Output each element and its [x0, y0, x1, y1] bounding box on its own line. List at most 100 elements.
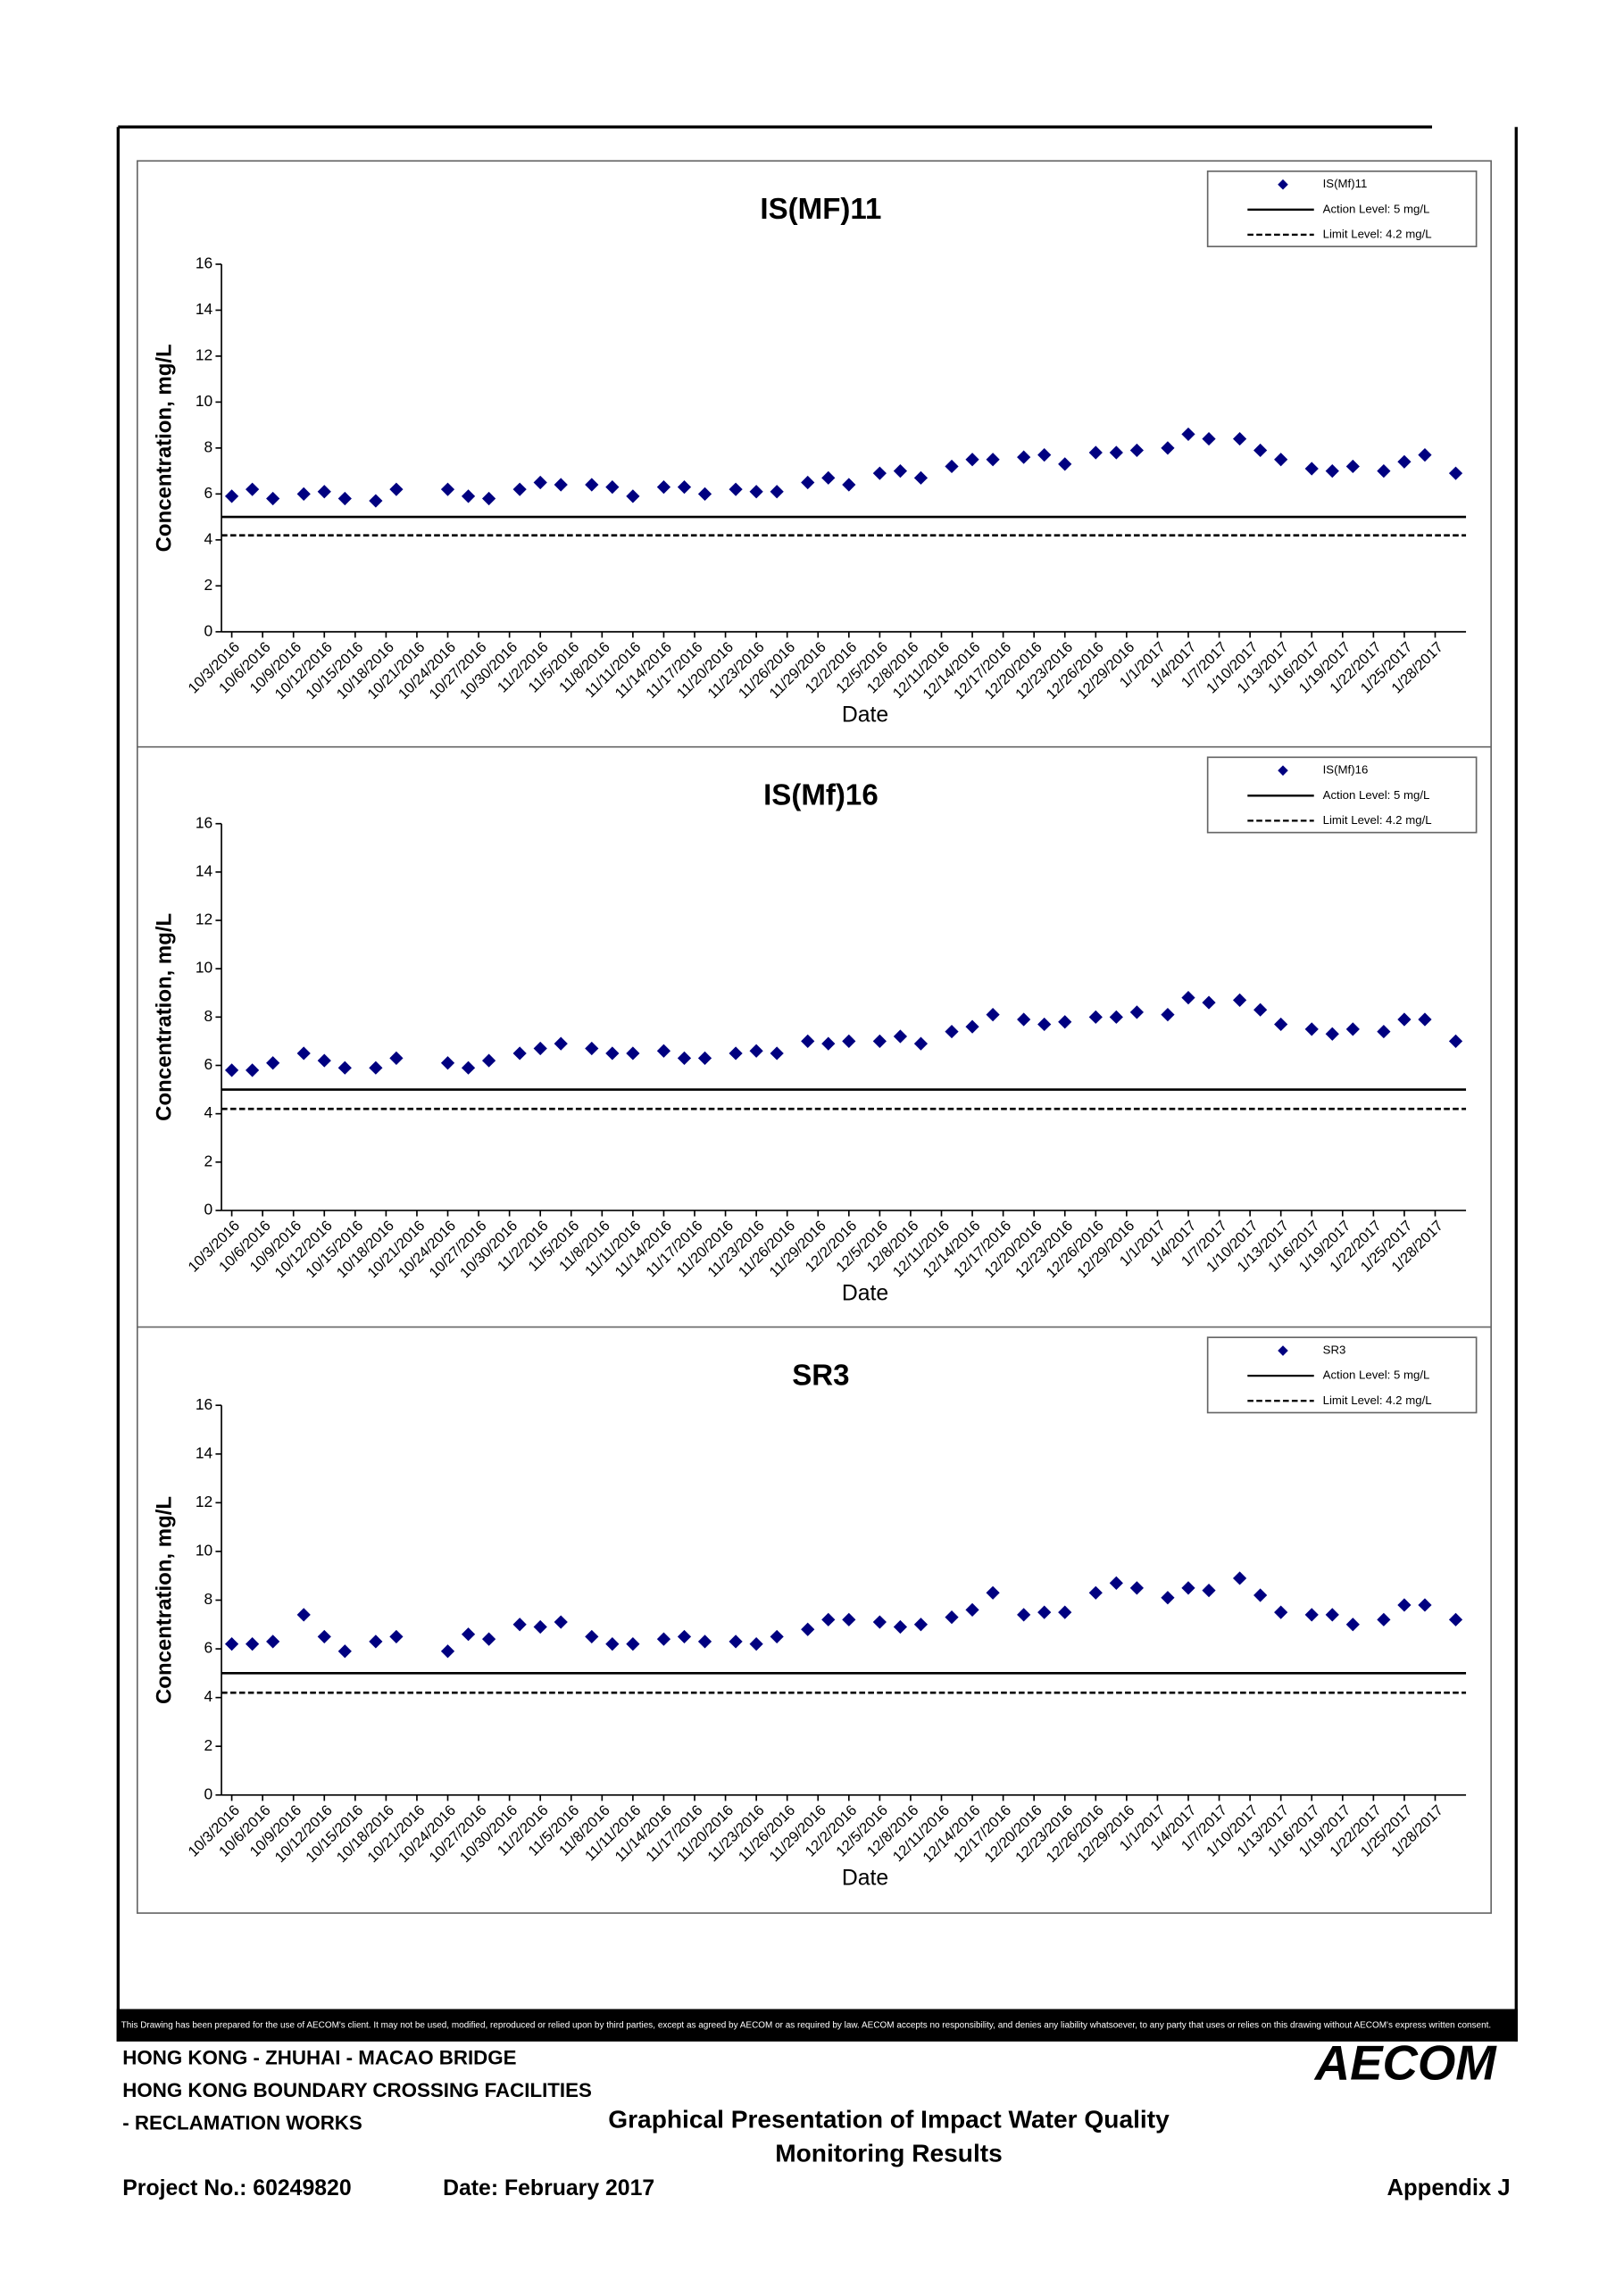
data-point: [1037, 1017, 1052, 1032]
data-point: [893, 1619, 908, 1635]
data-point: [626, 1046, 640, 1061]
data-point: [749, 1044, 763, 1058]
data-point: [1181, 1581, 1195, 1595]
data-point: [512, 1046, 527, 1061]
data-point: [1325, 463, 1339, 478]
data-point: [677, 480, 692, 495]
data-point: [440, 482, 455, 496]
chart-title: IS(MF)11: [760, 193, 881, 226]
y-tick-label: 0: [204, 1201, 212, 1219]
data-point: [554, 1036, 568, 1051]
data-point: [842, 1612, 856, 1626]
legend-label: Limit Level: 4.2 mg/L: [1323, 227, 1432, 240]
data-point: [224, 1063, 239, 1077]
data-point: [337, 1061, 352, 1075]
data-point: [913, 1618, 929, 1632]
data-point: [461, 1061, 476, 1075]
data-point: [1202, 1583, 1216, 1598]
y-tick-label: 8: [204, 1590, 212, 1608]
data-point: [1377, 1024, 1391, 1039]
data-point: [1088, 1010, 1103, 1024]
data-point: [913, 1036, 929, 1051]
data-point: [821, 1612, 836, 1626]
data-point: [626, 1637, 640, 1651]
data-point: [389, 1629, 404, 1644]
data-point: [512, 482, 527, 496]
data-point: [369, 1061, 383, 1075]
data-point: [1448, 466, 1463, 480]
data-point: [1345, 1618, 1360, 1632]
data-point: [656, 480, 671, 495]
y-tick-label: 2: [204, 1152, 212, 1169]
data-point: [1161, 441, 1175, 455]
data-point: [317, 1053, 331, 1068]
data-point: [554, 478, 568, 492]
data-point: [512, 1618, 527, 1632]
chart-title: SR3: [792, 1360, 849, 1393]
data-point: [677, 1051, 692, 1065]
y-tick-label: 0: [204, 1784, 212, 1802]
data-point: [1418, 1012, 1432, 1027]
data-point: [1181, 991, 1195, 1005]
project-no: Project No.: 60249820: [122, 2176, 351, 2200]
appendix: Appendix J: [1387, 2175, 1511, 2200]
data-point: [965, 453, 979, 467]
drawing-title: Monitoring Results: [775, 2140, 1003, 2167]
data-point: [533, 475, 547, 490]
data-point: [626, 489, 640, 503]
data-point: [1037, 1605, 1052, 1619]
data-point: [986, 1008, 1000, 1022]
date: Date: February 2017: [443, 2176, 654, 2200]
disclaimer: This Drawing has been prepared for the u…: [121, 2020, 1492, 2030]
y-tick-label: 2: [204, 576, 212, 594]
data-point: [697, 487, 712, 501]
data-point: [461, 1627, 476, 1642]
data-point: [266, 1056, 280, 1070]
data-point: [369, 494, 383, 508]
data-point: [585, 1041, 599, 1056]
data-point: [554, 1615, 568, 1629]
y-tick-label: 12: [196, 346, 212, 364]
data-point: [945, 1024, 959, 1039]
data-point: [872, 466, 887, 480]
data-point: [677, 1629, 692, 1644]
data-point: [481, 1053, 496, 1068]
project-line: HONG KONG - ZHUHAI - MACAO BRIDGE: [122, 2047, 516, 2069]
data-point: [1161, 1008, 1175, 1022]
y-tick-label: 6: [204, 1055, 212, 1073]
data-point: [656, 1044, 671, 1058]
drawing-title: Graphical Presentation of Impact Water Q…: [608, 2106, 1170, 2134]
data-point: [1418, 1598, 1432, 1612]
data-point: [821, 470, 836, 485]
data-point: [770, 485, 784, 499]
data-point: [1088, 445, 1103, 460]
data-point: [481, 491, 496, 506]
data-point: [965, 1602, 979, 1618]
data-point: [1232, 993, 1247, 1007]
legend-marker: [1278, 765, 1288, 776]
data-point: [1304, 1608, 1319, 1622]
data-point: [1058, 457, 1072, 471]
data-point: [605, 1046, 620, 1061]
legend-label: Action Level: 5 mg/L: [1323, 1368, 1430, 1382]
data-point: [296, 487, 311, 501]
y-tick-label: 4: [204, 1103, 212, 1121]
data-point: [729, 1046, 743, 1061]
data-point: [533, 1041, 547, 1056]
data-point: [1253, 1002, 1268, 1017]
data-point: [1017, 1608, 1031, 1622]
data-point: [605, 480, 620, 495]
x-axis-label: Date: [842, 1282, 888, 1306]
y-tick-label: 14: [196, 300, 213, 318]
data-point: [893, 1029, 908, 1044]
data-point: [1418, 447, 1432, 462]
data-point: [440, 1644, 455, 1659]
project-line: HONG KONG BOUNDARY CROSSING FACILITIES: [122, 2079, 592, 2101]
data-point: [296, 1046, 311, 1061]
data-point: [913, 470, 929, 485]
y-axis-label: Concentration, mg/L: [153, 1496, 177, 1704]
data-point: [1397, 454, 1412, 469]
data-point: [1181, 427, 1195, 442]
data-point: [821, 1036, 836, 1051]
data-point: [770, 1046, 784, 1061]
